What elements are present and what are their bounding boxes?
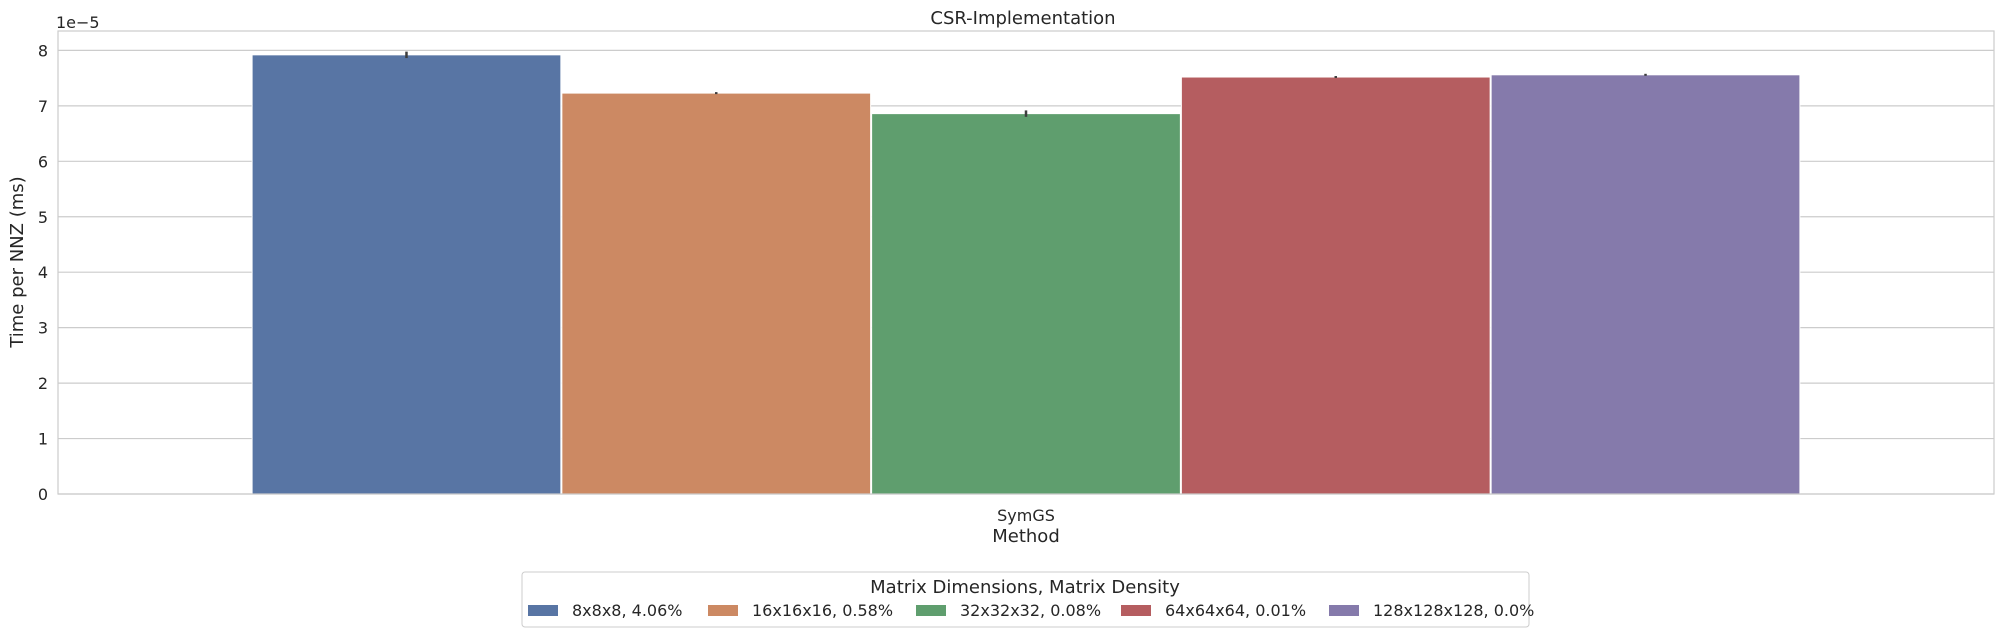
bars bbox=[251, 54, 1801, 495]
y-tick-label: 8 bbox=[38, 41, 48, 60]
legend-frame bbox=[521, 571, 1530, 628]
legend-swatch bbox=[708, 605, 738, 616]
bar bbox=[1180, 76, 1491, 495]
legend-title: Matrix Dimensions, Matrix Density bbox=[870, 577, 1180, 598]
legend-swatch bbox=[1121, 605, 1151, 616]
y-tick-label: 0 bbox=[38, 485, 48, 504]
legend-label: 8x8x8, 4.06% bbox=[572, 601, 682, 620]
y-tick-label: 1 bbox=[38, 430, 48, 449]
bar bbox=[561, 92, 872, 495]
error-bars bbox=[405, 51, 1647, 117]
bar bbox=[871, 113, 1181, 495]
plot-frame bbox=[57, 30, 1995, 495]
y-tick-label: 2 bbox=[38, 374, 48, 393]
bar bbox=[251, 54, 562, 495]
y-scale-label: 1e−5 bbox=[56, 13, 100, 32]
y-tick-labels: 0 1 2 3 4 5 6 7 8 bbox=[38, 41, 48, 504]
legend-swatch bbox=[528, 605, 558, 616]
legend-swatch bbox=[916, 605, 946, 616]
y-tick-label: 5 bbox=[38, 208, 48, 227]
legend: Matrix Dimensions, Matrix Density 8x8x8,… bbox=[521, 571, 1534, 628]
legend-swatch bbox=[1329, 605, 1359, 616]
y-axis-title: Time per NNZ (ms) bbox=[7, 176, 28, 348]
chart-title: CSR-Implementation bbox=[930, 8, 1115, 29]
y-tick-label: 3 bbox=[38, 319, 48, 338]
x-tick-label: SymGS bbox=[997, 506, 1055, 525]
x-tick-labels: SymGS bbox=[997, 506, 1055, 525]
bar bbox=[1490, 74, 1801, 495]
y-tick-label: 4 bbox=[38, 263, 48, 282]
y-tick-label: 6 bbox=[38, 152, 48, 171]
x-axis-title: Method bbox=[992, 526, 1060, 547]
y-tick-label: 7 bbox=[38, 97, 48, 116]
legend-items: 8x8x8, 4.06% 16x16x16, 0.58% 32x32x32, 0.0… bbox=[528, 601, 1534, 620]
legend-label: 64x64x64, 0.01% bbox=[1165, 601, 1306, 620]
legend-label: 16x16x16, 0.58% bbox=[752, 601, 893, 620]
legend-label: 32x32x32, 0.08% bbox=[960, 601, 1101, 620]
legend-label: 128x128x128, 0.0% bbox=[1373, 601, 1534, 620]
